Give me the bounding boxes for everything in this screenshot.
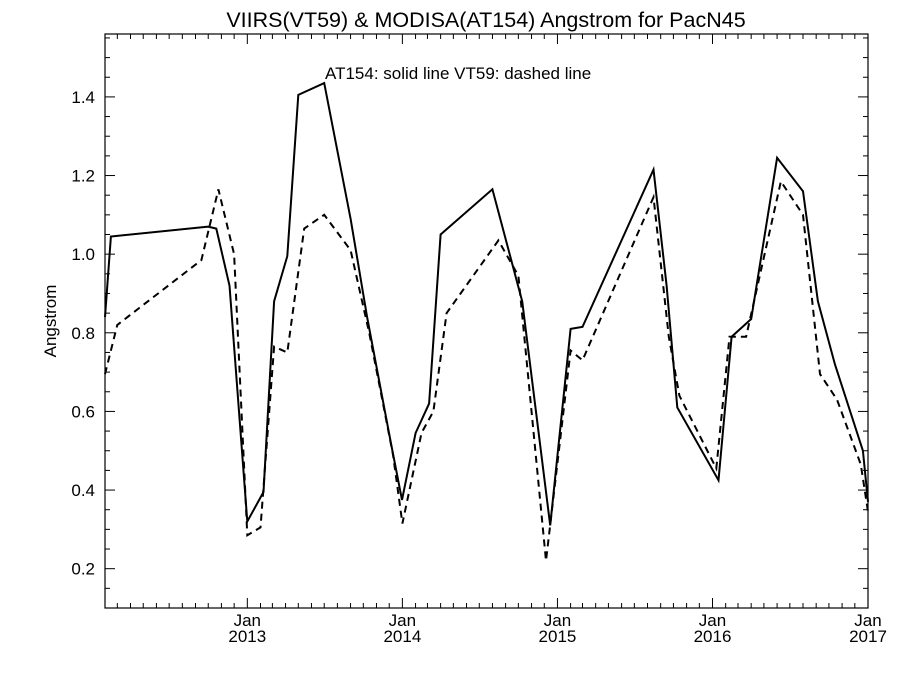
x-tick-year-label: 2013 <box>228 627 266 646</box>
y-tick-label: 1.0 <box>71 245 95 264</box>
y-tick-label: 0.6 <box>71 402 95 421</box>
series-line-vt59-dashed <box>104 178 869 561</box>
plot-frame <box>104 33 869 609</box>
y-tick-label: 1.2 <box>71 167 95 186</box>
x-tick-month-label: Jan <box>234 611 261 630</box>
x-tick-year-label: 2017 <box>849 627 887 646</box>
x-tick-year-label: 2016 <box>694 627 732 646</box>
y-tick-label: 1.4 <box>71 88 95 107</box>
y-axis-label: Angstrom <box>41 285 60 358</box>
x-tick-month-label: Jan <box>544 611 571 630</box>
line-style-note: AT154: solid line VT59: dashed line <box>325 64 591 83</box>
x-tick-year-label: 2015 <box>539 627 577 646</box>
y-tick-label: 0.2 <box>71 560 95 579</box>
series-layer <box>104 81 869 561</box>
chart-title: VIIRS(VT59) & MODISA(AT154) Angstrom for… <box>226 8 745 32</box>
x-tick-month-label: Jan <box>389 611 416 630</box>
x-tick-month-label: Jan <box>699 611 726 630</box>
y-tick-label: 0.8 <box>71 324 95 343</box>
x-tick-year-label: 2014 <box>383 627 421 646</box>
series-line-at154-solid <box>104 81 869 526</box>
y-tick-label: 0.4 <box>71 481 95 500</box>
x-tick-month-label: Jan <box>854 611 881 630</box>
axes: 0.20.40.60.81.01.21.4Jan2013Jan2014Jan20… <box>71 33 887 646</box>
